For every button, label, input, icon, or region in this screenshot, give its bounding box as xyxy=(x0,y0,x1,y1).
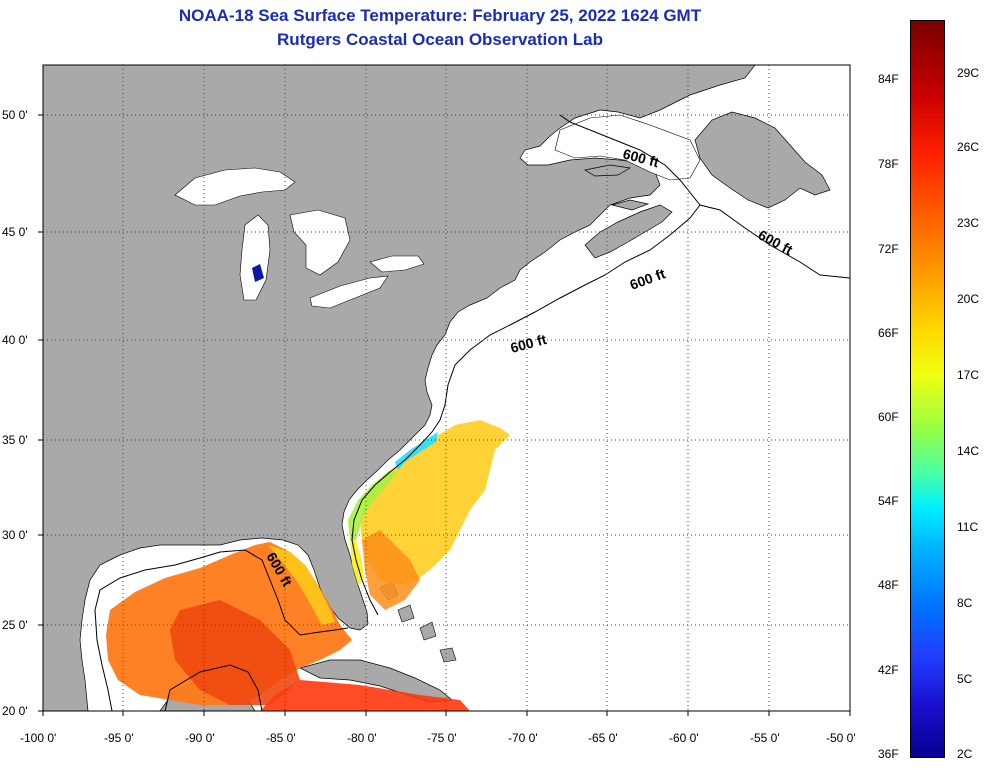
lon-label: -95 0' xyxy=(104,731,134,745)
lat-label: 25 0' xyxy=(2,618,28,632)
colorbar-f-label: 78F xyxy=(878,157,899,171)
lake-michigan xyxy=(239,214,271,301)
lat-label: 20 0' xyxy=(2,704,28,718)
lon-label: -55 0' xyxy=(750,731,780,745)
sst-caribbean xyxy=(260,680,470,711)
land-mass xyxy=(43,65,756,711)
colorbar-f-label: 48F xyxy=(878,578,899,592)
colorbar-c-label: 11C xyxy=(957,520,979,534)
sst-map: 600 ft 600 ft 600 ft 600 ft 600 ft xyxy=(38,64,851,716)
colorbar-f-label: 72F xyxy=(878,242,899,256)
sst-atlantic-orange xyxy=(362,530,420,610)
lake-superior xyxy=(174,167,296,206)
colorbar-f-label: 60F xyxy=(878,410,899,424)
colorbar-c-label: 29C xyxy=(957,66,980,80)
colorbar-c-label: 14C xyxy=(957,444,980,458)
lon-label: -80 0' xyxy=(347,731,377,745)
lat-label: 30 0' xyxy=(2,528,28,542)
map-title: NOAA-18 Sea Surface Temperature: Februar… xyxy=(178,6,702,25)
lat-label: 35 0' xyxy=(2,433,28,447)
isobath-contours xyxy=(94,114,850,711)
lat-label: 40 0' xyxy=(2,333,28,347)
colorbar-c-label: 26C xyxy=(957,140,980,154)
colorbar-f-label: 54F xyxy=(878,494,899,508)
island xyxy=(610,199,650,211)
map-subtitle: Rutgers Coastal Ocean Observation Lab xyxy=(277,30,603,49)
colorbar-f-label: 36F xyxy=(878,747,899,761)
lat-label: 50 0' xyxy=(2,108,28,122)
lon-label: -85 0' xyxy=(266,731,296,745)
temperature-colorbar xyxy=(910,20,945,758)
lon-label: -75 0' xyxy=(427,731,457,745)
sst-shelf-green xyxy=(348,470,398,540)
lake-ontario xyxy=(369,255,425,273)
colorbar-c-label: 17C xyxy=(957,368,980,382)
newfoundland xyxy=(694,111,831,209)
island xyxy=(584,164,632,177)
colorbar-c-label: 8C xyxy=(957,596,973,610)
lon-label: -100 0' xyxy=(20,731,57,745)
lon-label: -50 0' xyxy=(826,731,856,745)
colorbar-c-label: 2C xyxy=(957,747,973,761)
sst-gulf-warm xyxy=(170,600,300,705)
tick-marks xyxy=(38,114,851,716)
colorbar-f-label: 42F xyxy=(878,663,899,677)
lon-label: -90 0' xyxy=(185,731,215,745)
lon-label: -70 0' xyxy=(508,731,538,745)
colorbar-c-label: 23C xyxy=(957,216,980,230)
sst-atlantic xyxy=(360,420,510,585)
lake-michigan-cold xyxy=(252,264,264,282)
lon-label: -60 0' xyxy=(669,731,699,745)
colorbar-f-label: 84F xyxy=(878,72,899,86)
sst-shelf-cool xyxy=(395,432,438,470)
lake-erie xyxy=(309,275,389,309)
colorbar-c-label: 5C xyxy=(957,672,973,686)
colorbar-f-label: 66F xyxy=(878,326,899,340)
lon-label: -65 0' xyxy=(588,731,618,745)
grid-lines xyxy=(43,65,850,711)
lake-huron xyxy=(289,209,351,276)
colorbar-c-label: 20C xyxy=(957,292,980,306)
lat-label: 45 0' xyxy=(2,225,28,239)
